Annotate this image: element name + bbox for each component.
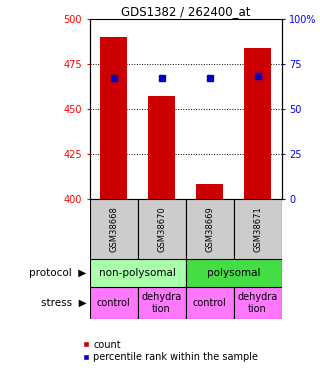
Text: control: control: [193, 298, 227, 308]
Title: GDS1382 / 262400_at: GDS1382 / 262400_at: [121, 4, 250, 18]
Bar: [186, 287, 234, 319]
Text: GSM38670: GSM38670: [157, 206, 166, 252]
Bar: [90, 259, 186, 287]
Text: polysomal: polysomal: [207, 268, 260, 278]
Bar: [138, 287, 186, 319]
Bar: [244, 48, 271, 199]
Bar: [100, 37, 127, 199]
Text: GSM38668: GSM38668: [109, 206, 118, 252]
Text: protocol  ▶: protocol ▶: [29, 268, 86, 278]
Bar: [148, 96, 175, 199]
Text: GSM38669: GSM38669: [205, 206, 214, 252]
Text: dehydra
tion: dehydra tion: [141, 292, 182, 314]
Bar: [196, 184, 223, 199]
Bar: [138, 199, 186, 259]
Bar: [90, 287, 138, 319]
Bar: [186, 199, 234, 259]
Bar: [234, 199, 282, 259]
Legend: count, percentile rank within the sample: count, percentile rank within the sample: [78, 336, 262, 366]
Bar: [186, 259, 282, 287]
Bar: [234, 287, 282, 319]
Text: non-polysomal: non-polysomal: [99, 268, 176, 278]
Text: dehydra
tion: dehydra tion: [237, 292, 278, 314]
Text: stress  ▶: stress ▶: [41, 298, 86, 308]
Bar: [90, 199, 138, 259]
Text: control: control: [97, 298, 131, 308]
Text: GSM38671: GSM38671: [253, 206, 262, 252]
